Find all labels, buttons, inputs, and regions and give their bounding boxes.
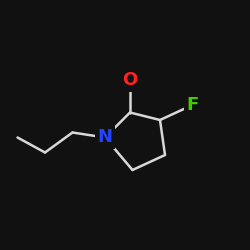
- Text: O: O: [122, 71, 138, 89]
- Text: F: F: [186, 96, 198, 114]
- Text: N: N: [98, 128, 112, 146]
